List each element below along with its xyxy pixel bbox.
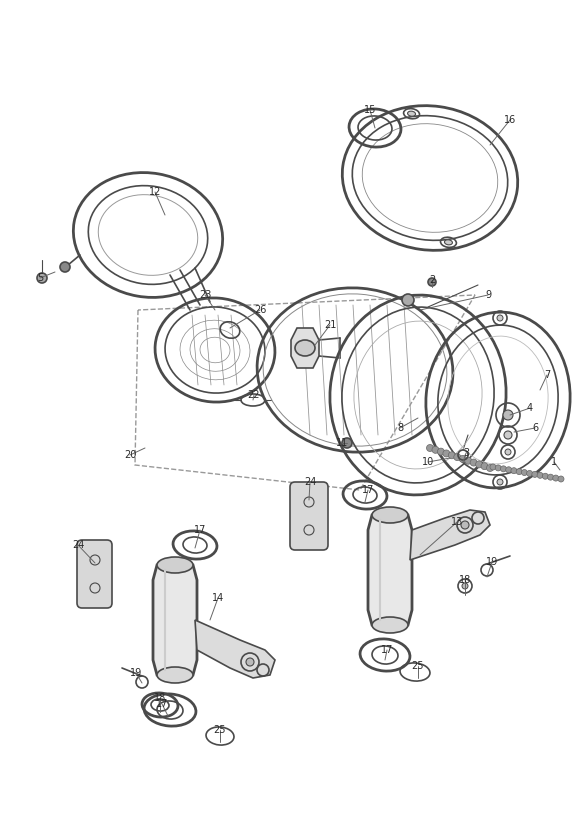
Circle shape [437,448,444,455]
Circle shape [504,431,512,439]
Circle shape [342,438,352,448]
Circle shape [60,262,70,272]
Ellipse shape [295,340,315,356]
Polygon shape [368,515,412,625]
Text: 4: 4 [527,403,533,413]
Circle shape [246,658,254,666]
Text: 12: 12 [149,187,161,197]
Circle shape [511,468,517,474]
Text: 18: 18 [154,693,166,703]
Polygon shape [291,328,319,368]
Text: 3: 3 [463,448,469,458]
Circle shape [470,459,477,466]
Text: 5: 5 [37,273,43,283]
Text: 14: 14 [212,593,224,603]
Circle shape [547,474,553,480]
Circle shape [427,444,434,452]
Circle shape [516,469,522,475]
Text: 11: 11 [336,438,348,448]
Text: 19: 19 [486,557,498,567]
Text: 23: 23 [199,290,211,300]
Circle shape [505,449,511,455]
Text: 16: 16 [504,115,516,125]
Text: 17: 17 [156,699,168,709]
Text: 20: 20 [124,450,136,460]
Circle shape [497,479,503,485]
Text: 17: 17 [362,485,374,495]
Circle shape [428,278,436,286]
Text: 7: 7 [544,370,550,380]
Text: 13: 13 [451,517,463,527]
Text: 9: 9 [485,290,491,300]
Text: 17: 17 [381,645,393,655]
Circle shape [465,457,472,464]
Circle shape [443,450,450,457]
Circle shape [532,471,538,477]
Circle shape [490,464,496,470]
Circle shape [459,456,466,462]
Ellipse shape [372,617,408,633]
Text: 17: 17 [194,525,206,535]
Text: 1: 1 [551,457,557,467]
Text: 10: 10 [422,457,434,467]
Text: 8: 8 [397,423,403,433]
Circle shape [497,315,503,321]
Circle shape [526,471,533,476]
Text: 15: 15 [364,105,376,115]
Circle shape [553,475,559,481]
Polygon shape [195,620,275,678]
Circle shape [454,453,461,461]
Circle shape [558,476,564,482]
Text: 21: 21 [324,320,336,330]
Ellipse shape [157,667,193,683]
Circle shape [503,410,513,420]
Circle shape [495,465,501,471]
Ellipse shape [444,240,452,245]
Ellipse shape [408,111,416,116]
Text: 6: 6 [532,423,538,433]
Circle shape [476,461,483,468]
Circle shape [432,447,439,453]
Circle shape [521,470,528,475]
Text: 25: 25 [214,725,226,735]
Text: 24: 24 [304,477,316,487]
Ellipse shape [372,507,408,523]
Circle shape [37,273,47,283]
Circle shape [486,465,493,471]
Text: 25: 25 [412,661,424,671]
Text: 26: 26 [254,305,266,315]
Circle shape [461,521,469,529]
Text: 18: 18 [459,575,471,585]
Polygon shape [410,510,490,560]
FancyBboxPatch shape [290,482,328,550]
Circle shape [462,583,468,589]
Circle shape [448,452,455,459]
Circle shape [402,294,414,306]
Circle shape [481,463,488,470]
Text: 2: 2 [429,275,435,285]
Text: 22: 22 [248,390,260,400]
Polygon shape [153,565,197,675]
Circle shape [500,466,507,472]
FancyBboxPatch shape [77,540,112,608]
Circle shape [537,472,543,478]
Ellipse shape [157,557,193,573]
Text: 24: 24 [72,540,84,550]
Circle shape [505,466,512,473]
Circle shape [542,473,548,480]
Text: 19: 19 [130,668,142,678]
